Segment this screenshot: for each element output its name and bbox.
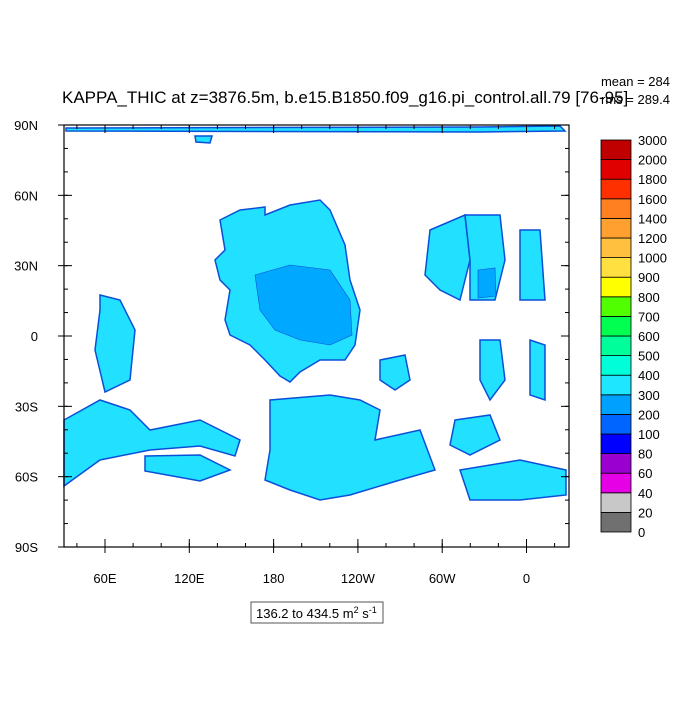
lat-label: 30N <box>14 259 38 274</box>
colorbar-box <box>600 296 632 317</box>
colorbar-label: 100 <box>638 427 660 442</box>
mean-stat: mean = 284 <box>601 74 670 89</box>
colorbar-box <box>600 355 632 376</box>
colorbar-box <box>600 394 632 415</box>
colorbar-box <box>600 512 632 533</box>
map-fields <box>63 125 567 501</box>
colorbar-box <box>600 276 632 298</box>
colorbar-box <box>600 257 632 278</box>
colorbar-box <box>600 159 632 180</box>
range-box <box>250 601 384 624</box>
lon-label: 0 <box>523 571 530 586</box>
colorbar-box <box>600 453 632 474</box>
range-label: 136.2 to 434.5 m2 s-1 <box>256 605 377 621</box>
ocean-region <box>459 459 567 501</box>
colorbar-label: 0 <box>638 525 645 540</box>
lon-label: 120E <box>174 571 205 586</box>
title: KAPPA_THIC at z=3876.5m, b.e15.B1850.f09… <box>62 88 628 107</box>
colorbar-box <box>600 315 632 337</box>
colorbar-label: 500 <box>638 349 660 364</box>
lat-label: 90S <box>15 540 38 555</box>
ocean-region <box>264 394 436 501</box>
colorbar-box <box>600 472 632 494</box>
colorbar-label: 20 <box>638 505 652 520</box>
colorbar-label: 1600 <box>638 192 667 207</box>
lon-label: 120W <box>341 571 376 586</box>
colorbar-label: 1000 <box>638 251 667 266</box>
rms-stat: rms = 289.4 <box>601 92 670 107</box>
range-text: s <box>359 606 370 621</box>
lat-label: 90N <box>14 118 38 133</box>
colorbar-box <box>600 217 632 239</box>
colorbar-box <box>600 178 632 200</box>
ocean-region <box>65 125 567 133</box>
ocean-region <box>379 354 411 391</box>
lon-label: 60E <box>93 571 116 586</box>
colorbar-label: 2000 <box>638 153 667 168</box>
colorbar-label: 80 <box>638 447 652 462</box>
colorbar-box <box>600 237 632 259</box>
range-sup: 2 <box>354 605 359 615</box>
ocean-region <box>254 264 353 346</box>
ocean-region <box>519 229 546 301</box>
colorbar-label: 700 <box>638 309 660 324</box>
colorbar-box <box>600 413 632 435</box>
colorbar-label: 60 <box>638 466 652 481</box>
ticks: 90N 60N 30N 0 30S 60S 90S 60E 120E 180 120W 60W 0 <box>14 118 569 586</box>
lat-label: 60N <box>14 188 38 203</box>
colorbar-label: 1800 <box>638 172 667 187</box>
colorbar-label: 300 <box>638 388 660 403</box>
ocean-region <box>144 454 232 482</box>
colorbar-label: 1200 <box>638 231 667 246</box>
colorbar-label: 3000 <box>638 133 667 148</box>
colorbar-box <box>600 335 632 357</box>
colorbar-box <box>600 198 632 219</box>
ocean-region <box>529 338 546 402</box>
colorbar-label: 800 <box>638 290 660 305</box>
colorbar-label: 200 <box>638 407 660 422</box>
colorbar-label: 400 <box>638 368 660 383</box>
ocean-region <box>194 135 213 144</box>
ocean-region <box>63 399 241 488</box>
colorbar: 0 20 40 60 80 100 200 300 400 500 600 700 800 900 1000… <box>600 133 667 540</box>
ocean-region <box>479 339 506 402</box>
lat-label: 60S <box>15 470 38 485</box>
lat-label: 30S <box>15 399 38 414</box>
colorbar-label: 1400 <box>638 211 667 226</box>
colorbar-box <box>600 374 632 396</box>
colorbar-label: 40 <box>638 486 652 501</box>
colorbar-box <box>600 139 632 161</box>
ocean-region <box>477 267 497 299</box>
lat-label: 0 <box>31 329 38 344</box>
ocean-region <box>449 414 501 456</box>
colorbar-box <box>600 492 632 513</box>
ocean-region <box>94 294 136 394</box>
ocean-region <box>424 213 471 302</box>
colorbar-label: 900 <box>638 270 660 285</box>
range-text: 136.2 to 434.5 m <box>256 606 354 621</box>
colorbar-box <box>600 433 632 455</box>
colorbar-label: 600 <box>638 329 660 344</box>
lon-label: 180 <box>263 571 285 586</box>
lon-label: 60W <box>429 571 456 586</box>
range-sup: -1 <box>369 605 377 615</box>
